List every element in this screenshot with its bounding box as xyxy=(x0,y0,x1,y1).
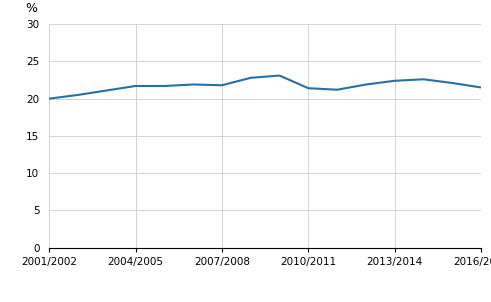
Text: %: % xyxy=(26,2,37,15)
